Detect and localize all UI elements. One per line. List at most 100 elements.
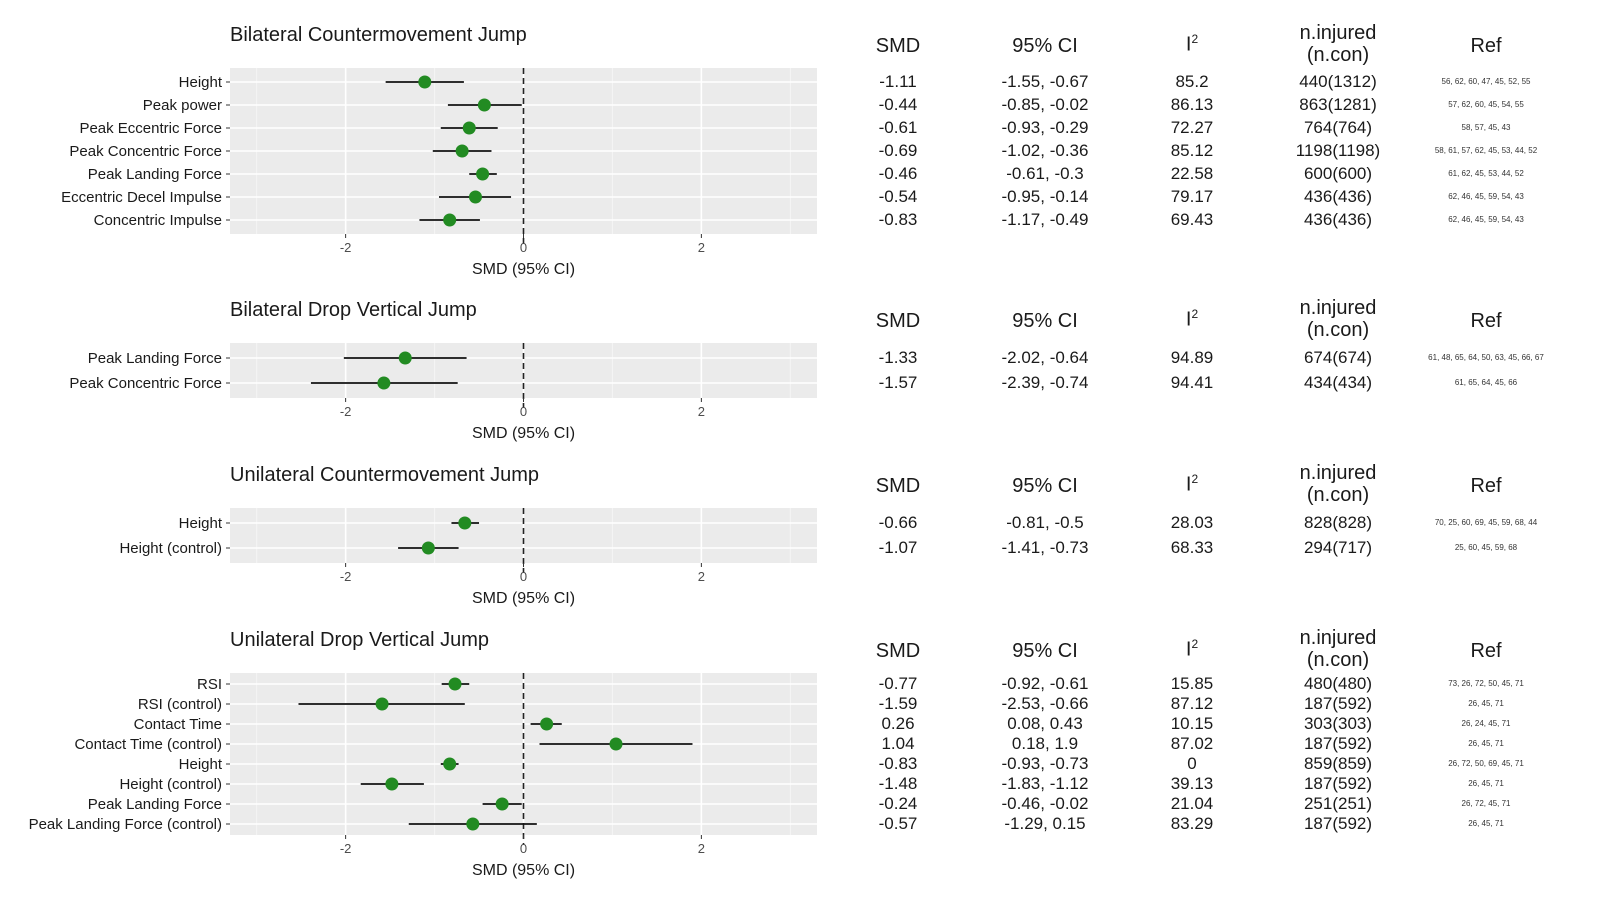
header-n-con: (n.con) bbox=[1306, 44, 1370, 66]
x-axis-label: SMD (95% CI) bbox=[472, 590, 575, 607]
header-ref: Ref bbox=[1470, 640, 1502, 662]
smd-value: 0.26 bbox=[881, 714, 915, 733]
header-n-injured: n.injured bbox=[1299, 297, 1377, 319]
x-axis-label: SMD (95% CI) bbox=[472, 425, 575, 442]
header-n-con: (n.con) bbox=[1306, 319, 1370, 341]
forest-row: Peak Landing Force bbox=[88, 796, 522, 813]
n-value: 863(1281) bbox=[1299, 95, 1377, 114]
ci-value: -2.39, -0.74 bbox=[1001, 373, 1089, 392]
y-axis-label: Peak Landing Force (control) bbox=[29, 816, 222, 833]
ref-value: 61, 65, 64, 45, 66 bbox=[1454, 378, 1518, 387]
ref-value: 26, 45, 71 bbox=[1468, 739, 1504, 748]
y-axis-label: Peak Landing Force bbox=[88, 166, 222, 183]
y-axis-label: Concentric Impulse bbox=[94, 212, 222, 229]
header-n: n.injured (n.con) bbox=[1268, 297, 1408, 341]
ci-value: -1.29, 0.15 bbox=[1004, 814, 1086, 833]
smd-value: -0.77 bbox=[878, 674, 918, 693]
x-tick-label: 0 bbox=[520, 240, 527, 255]
header-i2-text: I bbox=[1185, 638, 1192, 661]
i2-value: 94.41 bbox=[1170, 373, 1214, 392]
i2-value: 21.04 bbox=[1170, 794, 1214, 813]
ref-value: 26, 45, 71 bbox=[1468, 819, 1504, 828]
forest-row: Peak Landing Force (control) bbox=[29, 816, 537, 833]
ci-value: -0.93, -0.73 bbox=[1001, 754, 1089, 773]
effect-point bbox=[385, 777, 399, 791]
header-i2-superscript: 2 bbox=[1191, 472, 1199, 486]
ci-value: -0.61, -0.3 bbox=[1006, 164, 1084, 183]
ci-value: -1.02, -0.36 bbox=[1001, 141, 1089, 160]
effect-point bbox=[458, 516, 472, 530]
plot-title: Unilateral Countermovement Jump bbox=[230, 464, 540, 486]
forest-row: Contact Time bbox=[134, 716, 562, 733]
smd-value: -0.46 bbox=[878, 164, 918, 183]
ref-value: 62, 46, 45, 59, 54, 43 bbox=[1448, 215, 1524, 224]
n-value: 187(592) bbox=[1303, 694, 1373, 713]
forest-row: Height bbox=[179, 74, 464, 91]
ref-value: 26, 24, 45, 71 bbox=[1461, 719, 1511, 728]
header-n-injured: n.injured bbox=[1299, 462, 1377, 484]
effect-point bbox=[462, 121, 476, 135]
ref-value: 58, 57, 45, 43 bbox=[1461, 123, 1511, 132]
forest-row: Peak Landing Force bbox=[88, 350, 467, 367]
x-axis-label: SMD (95% CI) bbox=[472, 261, 575, 278]
forest-row: Height bbox=[179, 515, 480, 532]
ci-value: -0.93, -0.29 bbox=[1001, 118, 1089, 137]
ci-value: 0.18, 1.9 bbox=[1011, 734, 1079, 753]
n-value: 480(480) bbox=[1303, 674, 1373, 693]
header-smd: SMD bbox=[875, 475, 921, 497]
ref-value: 57, 62, 60, 45, 54, 55 bbox=[1448, 100, 1524, 109]
ref-value: 56, 62, 60, 47, 45, 52, 55 bbox=[1441, 77, 1531, 86]
y-axis-label: Height bbox=[179, 515, 223, 532]
header-i2-superscript: 2 bbox=[1191, 32, 1199, 46]
header-i2: I2 bbox=[1152, 303, 1232, 331]
i2-value: 85.2 bbox=[1175, 72, 1209, 91]
forest-row: Peak Concentric Force bbox=[69, 375, 458, 392]
header-ci: 95% CI bbox=[1012, 475, 1078, 497]
y-axis-label: Contact Time (control) bbox=[74, 736, 222, 753]
y-axis-label: RSI (control) bbox=[138, 696, 222, 713]
i2-value: 28.03 bbox=[1170, 513, 1214, 532]
y-axis-label: Height bbox=[179, 74, 223, 91]
i2-value: 86.13 bbox=[1170, 95, 1214, 114]
forest-row: Height (control) bbox=[119, 540, 459, 557]
plot-title: Bilateral Drop Vertical Jump bbox=[230, 299, 477, 321]
n-value: 436(436) bbox=[1303, 210, 1373, 229]
forest-row: Peak Landing Force bbox=[88, 166, 497, 183]
forest-row: RSI bbox=[197, 676, 470, 693]
forest-row: Concentric Impulse bbox=[94, 212, 480, 229]
smd-value: -0.69 bbox=[878, 141, 918, 160]
header-i2-text: I bbox=[1185, 473, 1192, 496]
smd-value: -0.54 bbox=[878, 187, 918, 206]
effect-point bbox=[476, 167, 490, 181]
y-axis-label: Height bbox=[179, 756, 223, 773]
x-tick-label: 0 bbox=[520, 569, 527, 584]
forest-row: Height bbox=[179, 756, 459, 773]
ref-value: 25, 60, 45, 59, 68 bbox=[1454, 543, 1518, 552]
smd-value: -0.66 bbox=[878, 513, 918, 532]
effect-point bbox=[540, 717, 554, 731]
smd-value: -1.33 bbox=[878, 348, 918, 367]
header-n-injured: n.injured bbox=[1299, 627, 1377, 649]
n-value: 440(1312) bbox=[1299, 72, 1377, 91]
i2-value: 68.33 bbox=[1170, 538, 1214, 557]
effect-point bbox=[421, 541, 435, 555]
smd-value: -0.24 bbox=[878, 794, 918, 813]
header-n: n.injured (n.con) bbox=[1268, 22, 1408, 66]
effect-point bbox=[418, 75, 432, 89]
forest-row: Eccentric Decel Impulse bbox=[61, 189, 512, 206]
y-axis-label: Eccentric Decel Impulse bbox=[61, 189, 222, 206]
i2-value: 94.89 bbox=[1170, 348, 1214, 367]
ref-value: 26, 45, 71 bbox=[1468, 699, 1504, 708]
header-i2: I2 bbox=[1152, 633, 1232, 661]
forest-row: Peak power bbox=[143, 97, 522, 114]
smd-value: -1.11 bbox=[879, 72, 917, 91]
n-value: 436(436) bbox=[1303, 187, 1373, 206]
effect-point bbox=[377, 376, 391, 390]
forest-panel: -2 0 2 SMD (95% CI) Height Height (control) bbox=[119, 508, 817, 607]
ci-value: -2.02, -0.64 bbox=[1001, 348, 1089, 367]
header-i2: I2 bbox=[1152, 28, 1232, 56]
forest-row: Height (control) bbox=[119, 776, 424, 793]
ci-value: -0.92, -0.61 bbox=[1001, 674, 1089, 693]
ci-value: -0.95, -0.14 bbox=[1001, 187, 1089, 206]
ci-value: 0.08, 0.43 bbox=[1007, 714, 1083, 733]
